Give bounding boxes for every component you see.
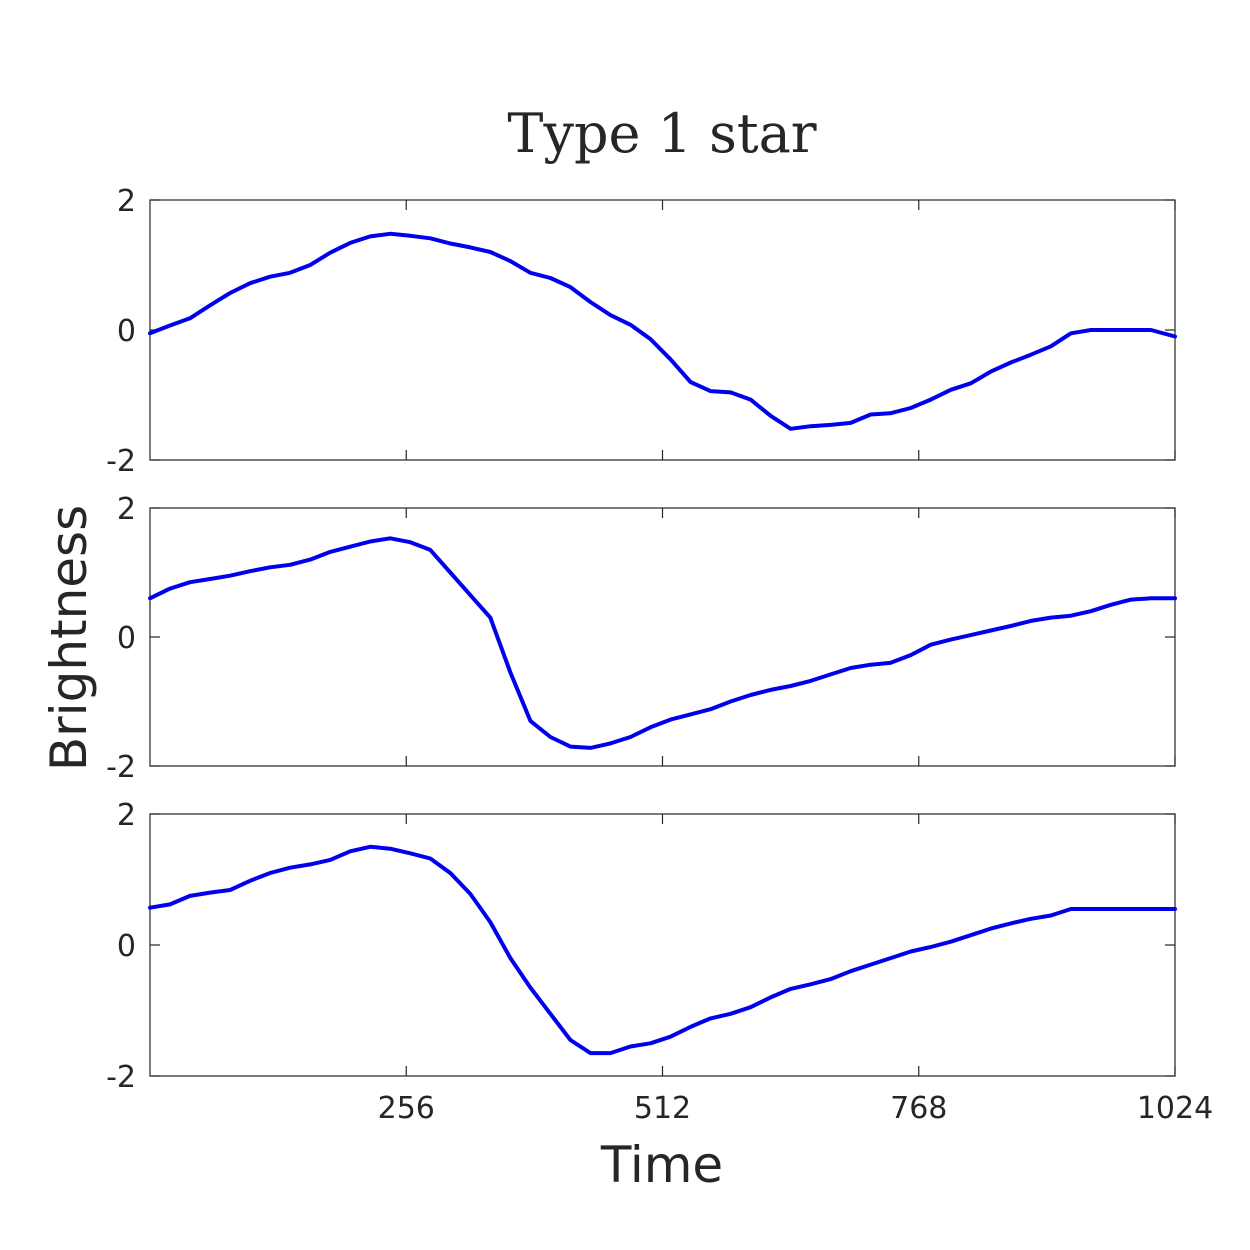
y-tick-label: -2: [106, 1060, 136, 1095]
y-tick-label: 0: [117, 621, 136, 656]
y-tick-label: 0: [117, 929, 136, 964]
y-tick-label: 2: [117, 798, 136, 833]
x-tick-label: 1024: [1137, 1091, 1213, 1126]
panel-frame: [149, 813, 1176, 1077]
y-tick-label: 0: [117, 314, 136, 349]
panel-frame: [149, 199, 1176, 461]
x-axis-label: Time: [600, 1136, 723, 1194]
panel-frame: [149, 507, 1176, 767]
x-tick-label: 256: [378, 1091, 435, 1126]
y-axis-label: Brightness: [40, 505, 98, 771]
panel-3: 2 0 -2 256 512 768 1024: [106, 798, 1213, 1126]
y-tick-label: -2: [106, 750, 136, 785]
series-line: [148, 844, 1177, 1056]
panel-2: 2 0 -2: [106, 492, 1177, 785]
series-line: [148, 231, 1177, 431]
y-tick-label: -2: [106, 444, 136, 479]
y-tick-label: 2: [117, 492, 136, 527]
y-tick-label: 2: [117, 184, 136, 219]
chart-title: Type 1 star: [507, 102, 816, 165]
x-tick-label: 512: [634, 1091, 691, 1126]
x-tick-label: 768: [890, 1091, 947, 1126]
series-line: [148, 536, 1177, 750]
panel-1: 2 0 -2: [106, 184, 1177, 479]
panels: 2 0 -2 2 0 -2 2 0 -2 256 512 768 1024: [106, 184, 1213, 1126]
